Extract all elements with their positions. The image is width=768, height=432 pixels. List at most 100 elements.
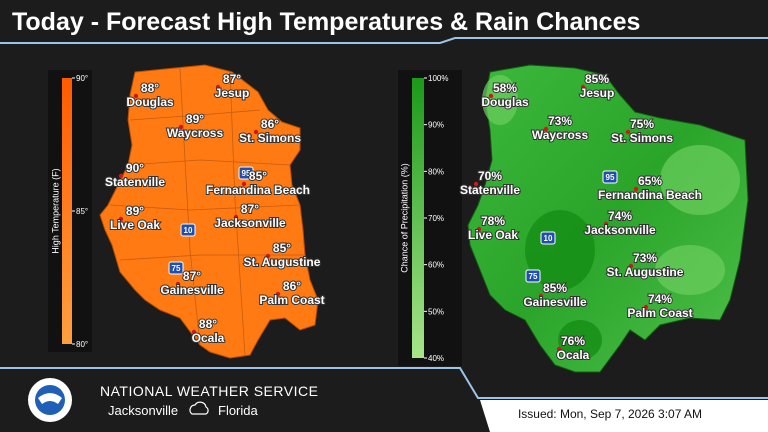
city-value: 88° [199,317,217,331]
city-name: Fernandina Beach [598,188,702,202]
city-value: 89° [186,112,204,126]
city-name: Palm Coast [627,306,692,320]
city-value: 65% [638,174,662,188]
colorbar-tick-label: 40% [428,354,444,363]
highway-number: 10 [544,234,553,243]
footer-rule [0,367,768,399]
city-name: St. Simons [239,131,301,145]
city-name: Live Oak [110,218,160,232]
city-value: 86° [261,117,279,131]
map-region [99,64,319,359]
city-dot [580,84,586,90]
title: Today - Forecast High Temperatures & Rai… [12,8,640,36]
city-name: Douglas [126,95,174,109]
city-name: Jacksonville [214,216,286,230]
city-value: 87° [223,72,241,86]
city-name: Statenville [105,175,165,189]
city-dot [488,93,494,99]
city-value: 73% [548,114,572,128]
highway-shield [180,223,196,237]
city-name: Waycross [532,128,589,142]
highway-number: 10 [184,226,193,235]
city-name: Statenville [460,183,520,197]
city-name: St. Augustine [607,265,684,279]
logo [38,393,62,404]
city-name: Jesup [215,86,250,100]
city-name: St. Simons [611,131,673,145]
title-rule [0,37,768,44]
city-value: 74% [608,209,632,223]
city-dot [625,129,631,135]
city-dot [476,226,482,232]
colorbar-box [398,70,462,366]
city-value: 78% [481,214,505,228]
highway-shield [168,261,184,275]
colorbar-tick-label: 85° [76,207,88,216]
colorbar-label: High Temperature (F) [50,168,60,253]
city-name: Jesup [580,86,615,100]
colorbar-tick-label: 100% [428,74,448,83]
city-value: 90° [126,161,144,175]
highway-number: 95 [606,173,615,182]
city-value: 87° [241,202,259,216]
city-name: Fernandina Beach [206,183,310,197]
highway-shield [602,170,618,184]
highway-shield [540,231,556,245]
colorbar-tick-label: 80% [428,167,444,176]
city-name: Jacksonville [584,223,656,237]
city-value: 76% [561,334,585,348]
highway-shield [238,166,254,180]
city-value: 73% [633,251,657,265]
city-value: 74% [648,292,672,306]
city-name: Waycross [167,126,224,140]
city-dot [265,253,271,259]
city-value: 85% [543,281,567,295]
city-dot [538,293,544,299]
city-dot [215,84,221,90]
city-value: 85° [249,169,267,183]
city-dot [191,329,197,335]
colorbar-tick-label: 80° [76,340,88,349]
city-dot [133,93,139,99]
map-region [467,64,749,373]
colorbar-tick-label: 50% [428,307,444,316]
agency: NATIONAL WEATHER SERVICE [100,383,318,399]
city-dot [628,263,634,269]
colorbar-label: Chance of Precipitation (%) [399,163,409,273]
city-value: 86° [283,279,301,293]
footer-panel [480,400,768,432]
city-name: Live Oak [468,228,518,242]
colorbar [412,78,424,358]
state: Florida [218,403,259,418]
city-name: St. Augustine [244,255,321,269]
city-dot [275,291,281,297]
highway-number: 75 [172,264,181,273]
city-value: 89° [126,204,144,218]
colorbar [62,78,72,344]
city-dot [643,304,649,310]
shading [482,75,740,295]
city-dot [118,173,124,179]
highway-number: 95 [242,169,251,178]
issued: Issued: Mon, Sep 7, 2026 3:07 AM [518,407,702,421]
city-dot [175,281,181,287]
city-name: Palm Coast [259,293,324,307]
city-name: Ocala [192,331,225,345]
city-dot [556,346,562,352]
city-value: 70% [478,169,502,183]
city-dot [233,214,239,220]
colorbar-tick-label: 70% [428,214,444,223]
city-value: 58% [493,81,517,95]
city-value: 85° [273,241,291,255]
highway-shield [525,269,541,283]
shading [525,210,602,360]
city-dot [241,181,247,187]
colorbar-tick-label: 90° [76,74,88,83]
city-value: 75% [630,117,654,131]
city-dot [543,126,549,132]
city-value: 88° [141,81,159,95]
county-lines [109,67,305,356]
city-name: Douglas [481,95,529,109]
city-dot [178,124,184,130]
